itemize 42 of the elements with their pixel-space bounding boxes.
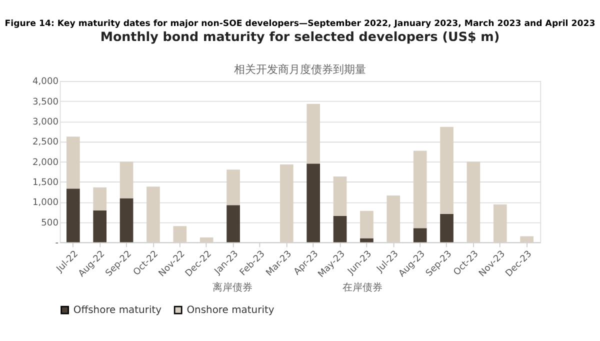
bar <box>306 104 320 164</box>
bar <box>440 126 454 214</box>
bar <box>306 164 320 242</box>
bar <box>413 228 427 242</box>
bar <box>440 214 454 242</box>
bar <box>280 164 294 242</box>
legend-label: Onshore maturity <box>186 304 274 316</box>
bar <box>360 210 374 238</box>
bar <box>93 210 107 242</box>
text: 离岸债券 <box>212 281 253 294</box>
bar <box>520 236 534 242</box>
y-tick-label: 2,500 <box>32 138 59 148</box>
chart-title: Figure 14: Key maturity dates for major non-SOE developers—September 2022, January 2023, March 2023 and April 2023 <box>4 19 596 30</box>
bar <box>333 176 347 216</box>
y-tick-label: 2,000 <box>32 158 59 168</box>
bar <box>413 150 427 228</box>
bar <box>66 136 80 189</box>
bar <box>200 237 214 242</box>
bar <box>120 198 134 242</box>
text: 相关开发商月度债券到期量 <box>234 62 366 76</box>
bar <box>226 170 240 206</box>
bar <box>120 162 134 198</box>
bar <box>466 162 480 242</box>
bar <box>66 188 80 242</box>
y-tick-label: 1,000 <box>32 198 59 208</box>
y-tick-label: 3,500 <box>32 97 59 108</box>
legend-label: Offshore maturity <box>73 304 162 316</box>
bar <box>173 226 187 242</box>
text: 在岸债券 <box>342 281 382 294</box>
bar <box>386 195 400 242</box>
bar <box>93 187 107 210</box>
bar <box>360 238 374 242</box>
bar <box>493 204 507 242</box>
bar <box>226 205 240 242</box>
bar <box>146 186 160 242</box>
y-tick-label: 3,000 <box>32 117 59 128</box>
y-tick-label: 1,500 <box>32 178 59 188</box>
y-tick-label: 4,000 <box>32 77 59 88</box>
y-tick-label: 500 <box>41 218 59 228</box>
chart-subtitle: Monthly bond maturity for selected developers (US$ m) <box>100 29 500 44</box>
y-tick-label: - <box>55 238 58 248</box>
bar <box>333 216 347 242</box>
